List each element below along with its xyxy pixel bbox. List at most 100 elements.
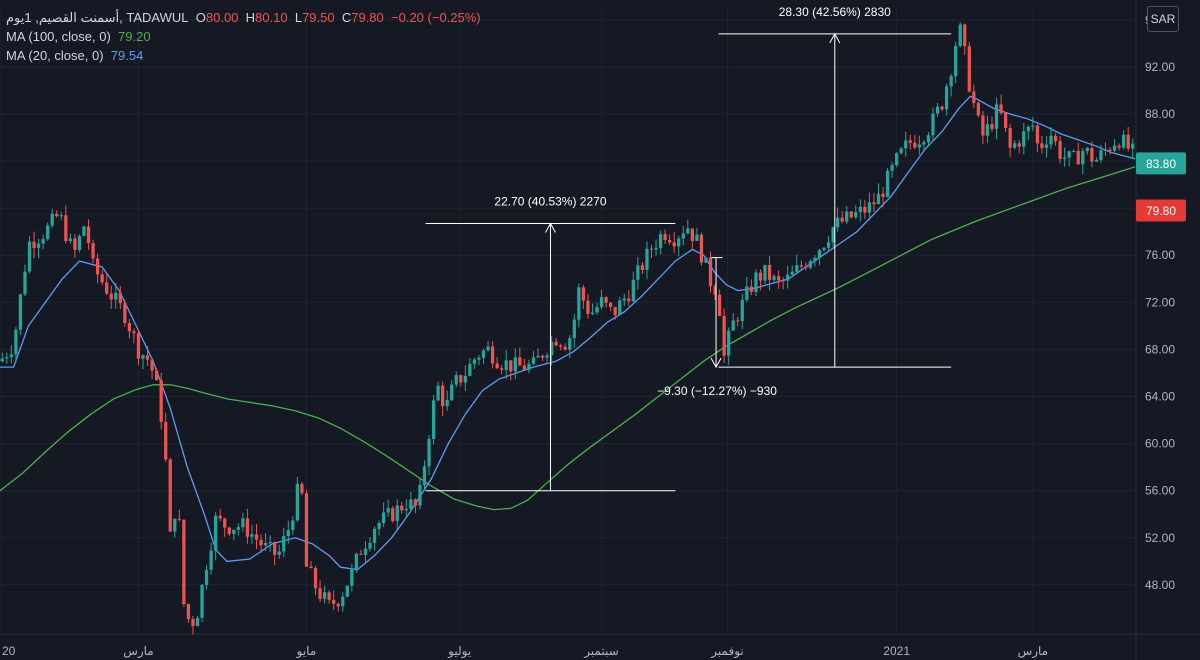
open-label: O [195,10,206,25]
candle-body [504,360,508,370]
candle-body [36,243,41,249]
candle-body [459,375,463,383]
candle-body [731,320,735,331]
candle-body [1022,131,1026,147]
measure-label: 28.30 (42.56%) 2830 [779,5,891,19]
candle-body [409,499,413,509]
candle-body [64,215,68,241]
candle-body [967,46,971,92]
candle-body [1131,143,1135,149]
time-tick-label: 2021 [883,644,910,658]
ma20-legend[interactable]: MA (20, close, 0) 79.54 [6,46,481,65]
candle-body [441,385,445,407]
price-tick-label: 60.00 [1145,437,1175,451]
candle-body [186,604,191,619]
candle-body [445,400,449,407]
candle-body [5,357,9,359]
candle-body [1044,144,1049,148]
price-tick-label: 52.00 [1145,531,1175,545]
candle-body [300,483,304,494]
ma20-label: MA (20, close, 0) [6,48,104,63]
candle-body [472,359,477,364]
candle-body [554,341,558,346]
candle-body [0,358,4,362]
candle-body [418,484,422,506]
price-tick-label: 92.00 [1145,60,1175,74]
ma20-price-badge-bg [1136,152,1186,175]
candle-body [804,266,808,268]
candle-body [32,241,36,249]
ma20-price-badge: 83.80 [1146,157,1176,171]
candle-body [663,234,667,240]
candle-body [681,233,685,239]
currency-button[interactable]: SAR [1147,6,1179,32]
candle-body [200,584,204,618]
candle-body [1035,125,1040,144]
candle-body [100,274,104,283]
candle-body [400,505,404,511]
candle-body [286,530,290,537]
candle-body [1017,143,1021,147]
candle-body [141,355,145,359]
candle-body [545,355,549,358]
candle-body [885,170,890,197]
candle-body [854,212,858,218]
candle-body [613,306,617,316]
price-tick-label: 56.00 [1145,484,1175,498]
candle-body [223,518,227,528]
measure-arrowhead [710,357,722,369]
candle-body [536,355,540,358]
candle-body [454,375,458,385]
candle-body [895,153,899,166]
candle-body [604,297,608,303]
candle-body [254,534,259,540]
candle-body [826,242,831,248]
candle-body [91,243,95,259]
candle-body [1126,134,1130,149]
candle-body [876,193,881,205]
candle-body [904,140,908,149]
candle-body [881,193,885,197]
candle-body [944,86,949,110]
candle-body [481,350,486,358]
candle-body [250,534,254,537]
candle-body [658,234,663,248]
candle-body [291,520,295,531]
candle-body [549,341,554,356]
measurement-annotations[interactable]: 22.70 (40.53%) 2270 28.30 (42.56%) 2830 −9… [425,5,952,492]
candle-body [327,592,331,600]
candle-body [540,355,545,358]
candle-body [1026,126,1030,132]
candle-body [468,363,472,376]
last-price-badge-bg [1136,199,1186,222]
candle-body [1076,150,1080,165]
price-badges: 83.80 79.80 [1136,152,1186,222]
candle-body [949,76,953,87]
candle-body [105,282,109,294]
candle-body [86,226,91,244]
candle-body [1013,143,1017,148]
time-axis[interactable]: 20 مارس مايو يوليو سبتمبر نوفمبر 2021 مارس [2,644,1048,659]
candle-body [940,106,944,110]
candle-body [586,300,590,315]
candle-body [450,384,454,401]
symbol-name[interactable]: أسمنت القصيم, 1يوم, TADAWUL [6,10,189,25]
candle-body [377,523,381,529]
candle-body [835,217,840,228]
candle-body [745,286,749,300]
candle-body [813,257,817,262]
candle-body [59,215,63,217]
candle-body [336,603,340,607]
candle-body [463,375,467,383]
candle-body [431,400,436,439]
ma100-legend[interactable]: MA (100, close, 0) 79.20 [6,27,481,46]
candle-body [391,508,395,522]
candle-body [1031,125,1035,127]
candle-body [1099,150,1103,161]
price-tick-label: 48.00 [1145,578,1175,592]
candle-body [935,106,940,114]
candle-body [518,357,522,366]
candle-body [82,226,86,236]
ma100-line [0,166,1136,511]
